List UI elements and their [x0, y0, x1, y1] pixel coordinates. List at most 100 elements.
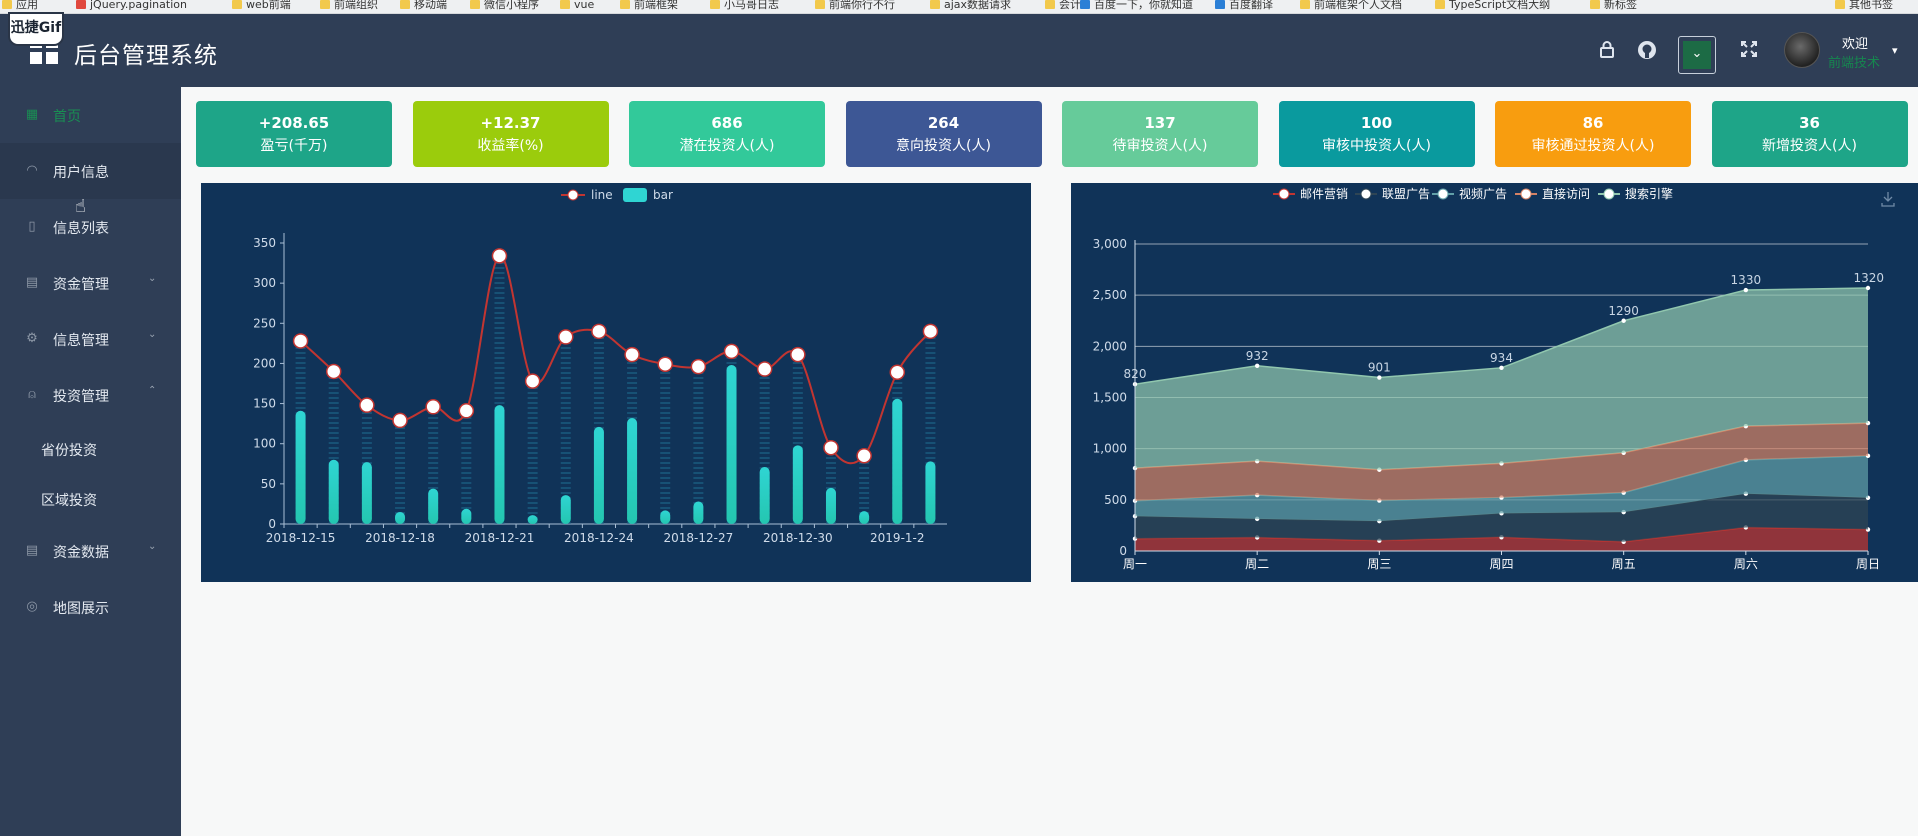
sidebar-item-label: 地图展示 — [53, 601, 109, 617]
x-tick-label: 2018-12-24 — [564, 531, 634, 545]
stat-value: 137 — [1144, 114, 1176, 132]
bookmark-label: 移动端 — [414, 0, 447, 11]
sidebar-item-label: 信息管理 — [53, 333, 109, 349]
bookmark-label: 会计 — [1059, 0, 1081, 11]
y-tick-label: 150 — [253, 397, 276, 411]
bookmark-label: ajax数据请求 — [944, 0, 1012, 11]
github-icon[interactable] — [1636, 40, 1658, 62]
line-point — [922, 323, 939, 340]
bookmark-item[interactable]: 其他书签 — [1835, 0, 1893, 13]
bookmark-label: 前端框架个人文档 — [1314, 0, 1402, 11]
fullscreen-icon[interactable] — [1738, 40, 1760, 62]
sidebar-item-label: 首页 — [53, 109, 81, 125]
sidebar-item-user-info[interactable]: ◠ 用户信息 — [0, 143, 181, 199]
line-point — [723, 343, 740, 360]
line-bar-chart: 0 50 100 150 200 250 300 350 2018-12-15 2018-12-1… — [253, 188, 947, 545]
theme-color-picker[interactable]: ⌄ — [1678, 36, 1716, 74]
y-tick-label: 500 — [1104, 493, 1127, 507]
bookmark-item[interactable]: ajax数据请求 — [930, 0, 1012, 13]
area-series — [1135, 423, 1868, 501]
dashboard-icon: ▦ — [25, 107, 39, 122]
sidebar-item-home[interactable]: ▦ 首页 — [0, 87, 181, 143]
bookmark-item[interactable]: 微信小程序 — [470, 0, 539, 13]
data-label: 934 — [1490, 351, 1513, 365]
line-point — [359, 397, 375, 413]
sidebar-item-info-list[interactable]: ▯ 信息列表 — [0, 199, 181, 255]
data-label: 1320 — [1853, 271, 1884, 285]
line-point — [690, 358, 707, 375]
legend-swatch-marker — [1360, 188, 1372, 200]
folder-icon — [1435, 0, 1445, 9]
y-tick-label: 2,000 — [1093, 339, 1127, 353]
legend-label: 联盟广告 — [1382, 187, 1430, 201]
sidebar-item-map[interactable]: ◎ 地图展示 — [0, 579, 181, 635]
folder-icon — [930, 0, 940, 9]
area-point — [1499, 365, 1504, 371]
bookmark-item[interactable]: jQuery.pagination — [76, 0, 187, 13]
bar — [361, 462, 372, 524]
legend-swatch-marker — [1278, 188, 1290, 200]
stat-card[interactable]: 264 意向投资人(人) — [845, 101, 1042, 167]
x-tick-label: 周五 — [1612, 557, 1636, 571]
stat-card[interactable]: 137 待审投资人(人) — [1062, 101, 1258, 167]
lock-icon[interactable] — [1596, 40, 1618, 62]
sidebar-item-label: 资金数据 — [53, 545, 109, 561]
stat-card[interactable]: 86 审核通过投资人(人) — [1495, 101, 1691, 167]
bookmark-item[interactable]: TypeScript文档大纲 — [1435, 0, 1551, 13]
x-tick-label: 2019-1-2 — [870, 531, 924, 545]
bookmark-item[interactable]: 前端框架个人文档 — [1300, 0, 1402, 13]
data-label: 901 — [1368, 361, 1391, 375]
sidebar-subitem-province-investment[interactable]: 省份投资 — [0, 423, 181, 473]
bookmark-item[interactable]: 新标签 — [1590, 0, 1637, 13]
stat-value: 264 — [927, 114, 960, 132]
bookmark-item[interactable]: 小马哥日志 — [710, 0, 779, 13]
bookmark-item[interactable]: vue — [560, 0, 594, 13]
folder-icon — [1300, 0, 1310, 9]
user-menu-caret-icon[interactable]: ▾ — [1892, 44, 1898, 57]
bookmark-item[interactable]: 应用 — [2, 0, 38, 13]
stat-card[interactable]: 100 审核中投资人(人) — [1278, 101, 1475, 167]
y-tick-label: 3,000 — [1093, 237, 1127, 251]
sidebar-item-fund-data[interactable]: ▤ 资金数据 ⌄ — [0, 523, 181, 579]
download-icon[interactable] — [1881, 192, 1895, 207]
x-tick-label: 2018-12-30 — [763, 531, 833, 545]
sidebar-item-fund-management[interactable]: ▤ 资金管理 ⌄ — [0, 255, 181, 311]
chevron-down-icon: ⌄ — [1683, 41, 1711, 69]
bookmark-item[interactable]: 百度翻译 — [1215, 0, 1273, 13]
line-point — [624, 346, 640, 363]
sidebar-subitem-region-investment[interactable]: 区域投资 — [0, 473, 181, 523]
bar — [494, 405, 505, 524]
stat-card[interactable]: 686 潜在投资人(人) — [629, 101, 825, 167]
user-avatar[interactable] — [1784, 32, 1820, 68]
folder-icon — [560, 0, 570, 9]
document-icon: ▤ — [25, 275, 39, 290]
line-point — [823, 439, 839, 456]
stat-card[interactable]: +12.37 收益率(%) — [412, 101, 609, 167]
line-point — [425, 399, 441, 415]
folder-icon — [1215, 0, 1225, 9]
bookmark-item[interactable]: 百度一下，你就知道 — [1080, 0, 1193, 13]
stat-value: 36 — [1799, 114, 1820, 132]
line-point — [657, 356, 673, 372]
bookmark-item[interactable]: 会计 — [1045, 0, 1081, 13]
stat-card[interactable]: +208.65 盈亏(千万) — [196, 101, 392, 167]
legend-swatch-marker — [1520, 188, 1532, 200]
chevron-up-icon: ⌃ — [148, 385, 157, 396]
data-label: 1330 — [1731, 273, 1762, 287]
bookmark-item[interactable]: 移动端 — [400, 0, 447, 13]
stat-card[interactable]: 36 新增投资人(人) — [1711, 101, 1908, 167]
bookmark-item[interactable]: 前端组织 — [320, 0, 378, 13]
line-point — [491, 248, 508, 264]
bookmark-item[interactable]: web前端 — [232, 0, 291, 13]
username-label[interactable]: 前端技术 — [1828, 56, 1881, 71]
x-tick-label: 2018-12-27 — [664, 531, 734, 545]
x-tick-label: 2018-12-21 — [465, 531, 535, 545]
bookmark-item[interactable]: 前端你行不行 — [815, 0, 895, 13]
line-point — [591, 323, 607, 340]
sidebar-item-info-management[interactable]: ⚙ 信息管理 ⌄ — [0, 311, 181, 367]
bookmark-label: TypeScript文档大纲 — [1449, 0, 1551, 11]
bar — [593, 426, 604, 524]
bar — [627, 418, 638, 524]
bookmark-item[interactable]: 前端框架 — [620, 0, 678, 13]
sidebar-item-investment-management[interactable]: ⍝ 投资管理 ⌃ — [0, 367, 181, 423]
